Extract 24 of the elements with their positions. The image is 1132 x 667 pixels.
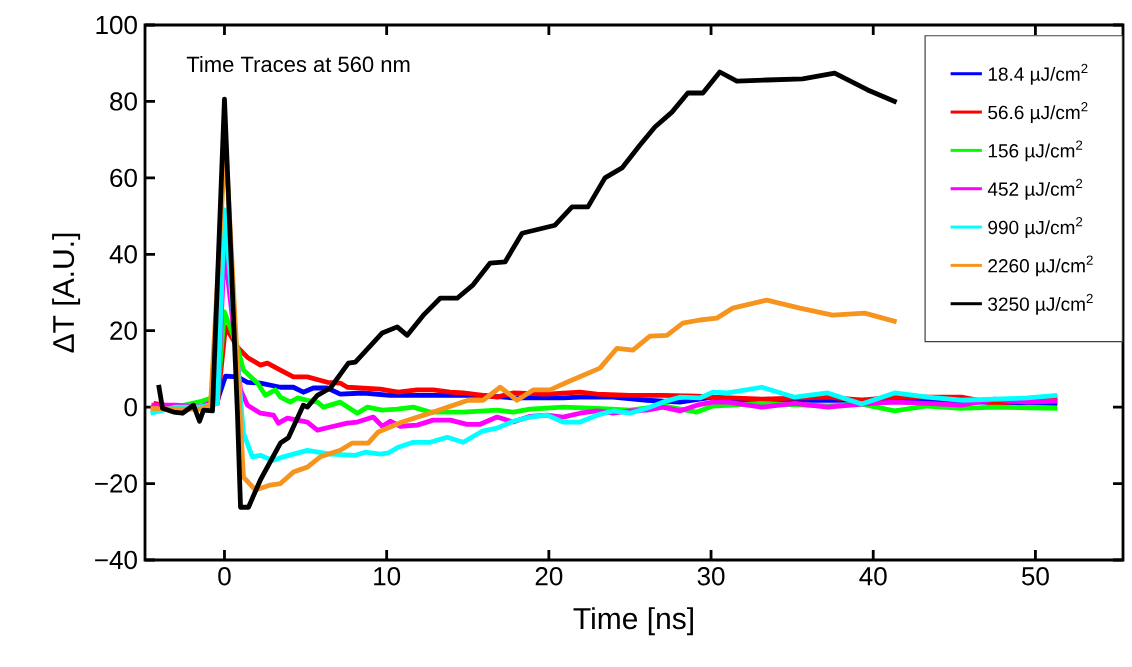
- y-tick-label: 0: [124, 397, 137, 417]
- annotation: Time Traces at 560 nm: [186, 55, 410, 73]
- legend-label: 2260 µJ/cm$^{2}$: [988, 255, 1093, 277]
- x-tick-label: 30: [697, 567, 725, 586]
- x-tick-label: 0: [218, 567, 231, 586]
- x-tick-label: 40: [859, 567, 887, 586]
- y-tick-label: 100: [96, 15, 137, 35]
- legend-label: 18.4 µJ/cm$^{2}$: [988, 63, 1088, 85]
- y-axis-title: ΔT [A.U.]: [52, 233, 81, 353]
- y-tick-label: −20: [95, 474, 137, 493]
- y-tick-label: 60: [110, 168, 137, 188]
- legend-label: 156 µJ/cm$^{2}$: [988, 140, 1083, 162]
- legend-label: 452 µJ/cm$^{2}$: [987, 178, 1083, 200]
- x-axis-title: Time [ns]: [573, 607, 693, 636]
- legend-label: 56.6 µJ/cm$^{2}$: [988, 102, 1088, 123]
- y-tick-label: 40: [109, 245, 137, 264]
- legend-label: 3250 µJ/cm$^{2}$: [988, 293, 1093, 315]
- y-tick-label: −40: [95, 550, 137, 570]
- y-tick-label: 80: [110, 92, 137, 111]
- legend-label: 990 µJ/cm$^{2}$: [988, 217, 1083, 238]
- x-tick-label: 50: [1021, 567, 1049, 586]
- x-tick-label: 20: [535, 567, 563, 586]
- x-tick-label: 10: [374, 567, 401, 586]
- y-tick-label: 20: [110, 321, 137, 340]
